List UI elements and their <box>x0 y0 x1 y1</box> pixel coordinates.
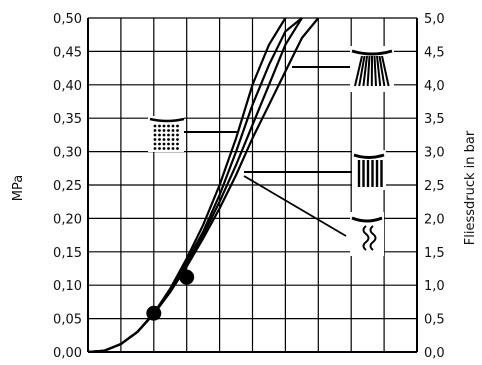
spray-stream <box>376 55 382 87</box>
spray-dot <box>167 124 170 128</box>
spray-dot <box>162 124 166 128</box>
right-tick-label: 3,0 <box>424 146 445 161</box>
leader-line <box>243 175 347 237</box>
left-tick-label: 0,25 <box>53 179 82 194</box>
nozzle-lip <box>351 216 383 223</box>
spray-single-stream-icon <box>243 175 384 256</box>
spray-dot <box>176 129 179 132</box>
series-curves <box>88 17 320 352</box>
spray-dot <box>176 138 179 141</box>
nozzle-lip <box>353 153 385 159</box>
spray-dot <box>162 129 166 132</box>
spray-dot <box>153 138 157 141</box>
spray-dot <box>171 138 175 141</box>
left-tick-labels: 0,00 0,05 0,10 0,15 0,20 0,25 0,30 0,35 0,40 0,45… <box>53 12 82 361</box>
spray-dot <box>167 147 170 150</box>
spray-dot <box>171 129 175 132</box>
right-tick-label: 1,0 <box>424 279 445 294</box>
spray-dot <box>162 138 166 141</box>
spray-dot <box>176 124 179 128</box>
right-tick-labels: 0,0 0,5 1,0 1,5 2,0 2,5 3,0 3,5 4,0 4,5 5,0 <box>424 12 445 361</box>
spray-dot <box>162 133 166 137</box>
y-axis-label-left: MPa <box>11 175 26 201</box>
spray-stream <box>362 55 368 87</box>
spray-stream <box>362 225 370 251</box>
spray-stream <box>378 55 386 87</box>
spray-stream <box>358 55 366 87</box>
spray-dot <box>158 142 161 146</box>
spray-dot <box>158 129 161 132</box>
data-point-marker <box>179 269 195 285</box>
spray-columns-icon <box>244 150 386 190</box>
left-tick-label: 0,00 <box>53 346 82 361</box>
spray-dot <box>158 138 161 141</box>
data-markers <box>146 269 195 321</box>
left-tick-label: 0,10 <box>53 279 82 294</box>
spray-dot <box>176 147 179 150</box>
series-line-4 <box>88 17 320 352</box>
left-tick-label: 0,35 <box>53 112 82 127</box>
right-tick-label: 3,5 <box>424 112 445 127</box>
spray-dots-icon <box>148 116 238 152</box>
spray-dot <box>167 142 170 146</box>
right-tick-label: 4,0 <box>424 79 445 94</box>
left-tick-label: 0,40 <box>53 79 82 94</box>
y-axis-label-right: Fliessdruck in bar <box>463 130 478 245</box>
nozzle-lip <box>351 49 393 56</box>
right-tick-label: 4,5 <box>424 45 445 60</box>
spray-dot <box>158 147 161 150</box>
spray-dot <box>171 124 175 128</box>
spray-dot <box>176 142 179 146</box>
spray-dot <box>167 138 170 141</box>
spray-dot <box>171 133 175 137</box>
spray-dot <box>158 124 161 128</box>
spray-stream <box>354 55 363 87</box>
left-tick-label: 0,50 <box>53 12 82 27</box>
spray-dot <box>176 133 179 137</box>
left-tick-label: 0,20 <box>53 212 82 227</box>
data-point-marker <box>146 305 162 321</box>
spray-stream <box>366 55 371 87</box>
spray-dot <box>171 142 175 146</box>
nozzle-lip <box>149 117 185 123</box>
axes <box>87 18 418 353</box>
right-tick-label: 5,0 <box>424 12 445 27</box>
spray-stream <box>373 55 377 87</box>
left-tick-label: 0,45 <box>53 45 82 60</box>
spray-dot <box>153 147 157 150</box>
spray-fan-icon <box>292 46 394 92</box>
spray-dot <box>162 147 166 150</box>
right-tick-label: 2,5 <box>424 179 445 194</box>
spray-dot <box>167 129 170 132</box>
nozzle-icons <box>148 46 394 256</box>
spray-dot <box>153 142 157 146</box>
spray-dot <box>153 129 157 132</box>
left-tick-label: 0,15 <box>53 246 82 261</box>
spray-dot <box>153 133 157 137</box>
left-tick-label: 0,30 <box>53 146 82 161</box>
right-tick-label: 0,5 <box>424 313 445 328</box>
spray-dot <box>171 147 175 150</box>
spray-dot <box>153 124 157 128</box>
left-tick-label: 0,05 <box>53 313 82 328</box>
spray-dot <box>162 142 166 146</box>
spray-dot <box>167 133 170 137</box>
spray-stream <box>381 55 390 87</box>
right-tick-label: 1,5 <box>424 246 445 261</box>
right-tick-label: 0,0 <box>424 346 445 361</box>
right-tick-label: 2,0 <box>424 212 445 227</box>
spray-dot <box>158 133 161 137</box>
spray-stream <box>369 225 377 251</box>
